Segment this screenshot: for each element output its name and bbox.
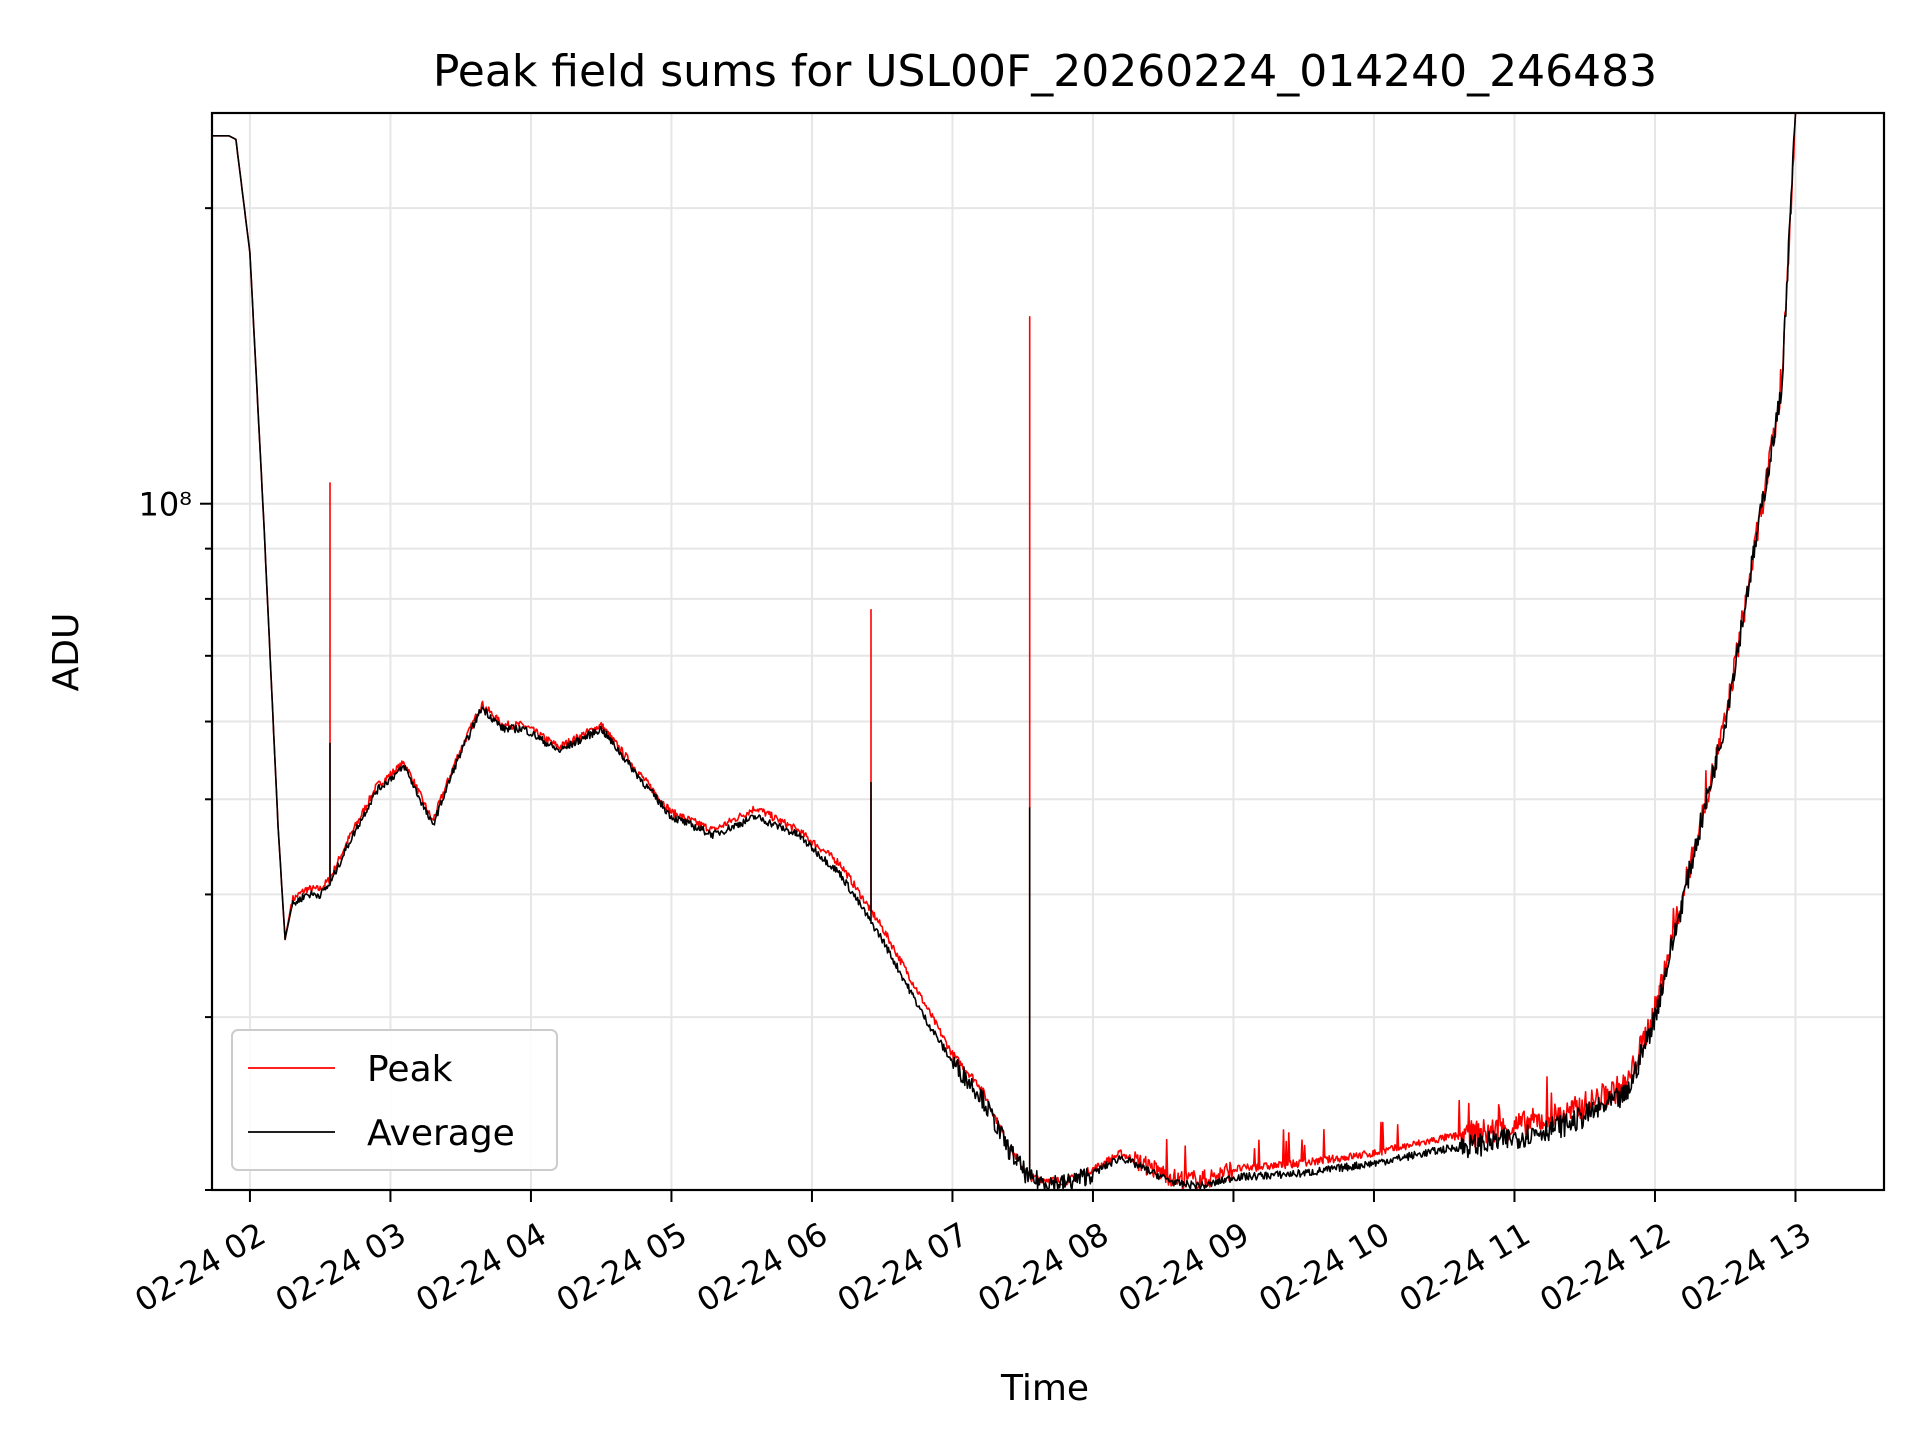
legend-box	[231, 1029, 558, 1171]
x-tick-label: 02-24 04	[409, 1215, 553, 1320]
chart-title: Peak field sums for USL00F_20260224_0142…	[433, 46, 1657, 97]
y-axis-label: ADU	[46, 613, 87, 692]
x-tick-label: 02-24 05	[550, 1215, 694, 1320]
x-tick-label: 02-24 10	[1252, 1215, 1396, 1320]
y-tick-label: 10⁸	[138, 486, 192, 524]
x-tick-label: 02-24 06	[690, 1215, 834, 1320]
legend-peak-label: Peak	[367, 1049, 453, 1090]
x-tick-label: 02-24 12	[1533, 1215, 1677, 1320]
x-axis-label: Time	[1000, 1368, 1089, 1409]
legend: Peak Average	[231, 1029, 558, 1171]
y-axis: 10⁸	[138, 207, 212, 1191]
x-tick-label: 02-24 11	[1393, 1215, 1537, 1320]
x-tick-label: 02-24 08	[971, 1215, 1115, 1320]
x-tick-label: 02-24 09	[1112, 1215, 1256, 1320]
plot-frame	[210, 111, 1886, 1192]
x-tick-label: 02-24 03	[269, 1215, 413, 1320]
x-tick-label: 02-24 07	[831, 1215, 975, 1320]
series-line-average	[212, 113, 1797, 1190]
x-tick-label: 02-24 02	[128, 1215, 272, 1320]
series-layer	[212, 113, 1797, 1190]
x-tick-label: 02-24 13	[1674, 1215, 1818, 1320]
series-line-peak	[212, 113, 1797, 1190]
legend-average-label: Average	[367, 1113, 515, 1154]
grid-layer	[212, 113, 1884, 1191]
